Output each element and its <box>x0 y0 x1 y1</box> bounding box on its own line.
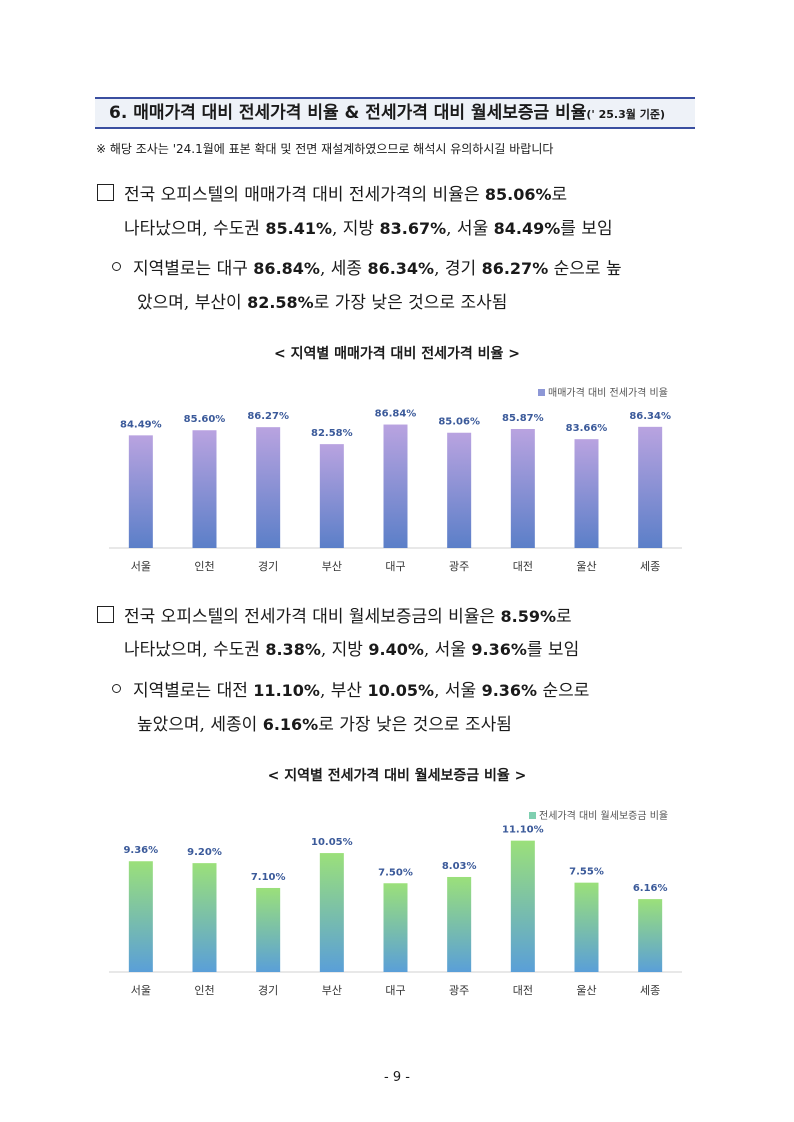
data-label: 83.66% <box>566 423 608 434</box>
bar-부산 <box>319 853 344 972</box>
x-tick-label: 인천 <box>194 559 214 573</box>
chart2-legend-swatch <box>529 812 536 819</box>
chart1-legend: 매매가격 대비 전세가격 비율 <box>538 384 668 399</box>
x-tick-label: 대전 <box>513 984 533 997</box>
chart2: 9.36% 서울 9.20% 인천 7.10% 경기 10.05% 부산 7.50% 대구 8.03… <box>109 825 682 997</box>
chart1-legend-swatch <box>538 389 545 396</box>
x-tick-label: 세종 <box>640 560 660 573</box>
block2-sub-line2: 높았으며, 세종이 6.16%로 가장 낮은 것으로 조사됨 <box>137 715 512 735</box>
chart2-legend-label: 전세가격 대비 월세보증금 비율 <box>539 811 669 822</box>
block2-line1: 전국 오피스텔의 전세가격 대비 월세보증금의 비율은 8.59%로 <box>97 600 572 634</box>
data-label: 9.20% <box>187 847 222 858</box>
bar-부산 <box>319 444 344 548</box>
chart1-caption: < 지역별 매매가격 대비 전세가격 비율 > <box>274 346 520 362</box>
bar-인천 <box>192 430 217 548</box>
page-number: - 9 - <box>384 1070 410 1085</box>
x-tick-label: 인천 <box>194 983 214 997</box>
data-label: 86.27% <box>247 411 289 422</box>
chart1: 84.49% 서울 85.60% 인천 86.27% 경기 82.58% 부산 86.84% 대구… <box>109 409 682 573</box>
bar-서울 <box>128 435 153 548</box>
bar-광주 <box>447 876 472 972</box>
block1-line2: 나타났으며, 수도권 85.41%, 지방 83.67%, 서울 84.49%를… <box>124 219 613 239</box>
x-tick-label: 서울 <box>131 984 151 997</box>
data-label: 84.49% <box>120 419 162 430</box>
block1-line1: 전국 오피스텔의 매매가격 대비 전세가격의 비율은 85.06%로 <box>97 178 567 212</box>
data-label: 85.06% <box>438 417 480 428</box>
x-tick-label: 부산 <box>322 984 342 997</box>
data-label: 6.16% <box>633 883 668 894</box>
circle-bullet <box>112 262 121 271</box>
data-label: 86.84% <box>375 409 417 420</box>
bar-경기 <box>256 427 281 548</box>
x-tick-label: 경기 <box>258 984 278 997</box>
x-tick-label: 대전 <box>513 560 533 573</box>
data-label: 8.03% <box>442 861 477 872</box>
data-label: 86.34% <box>629 411 671 422</box>
bar-대구 <box>383 883 408 972</box>
bar-경기 <box>256 887 281 972</box>
x-tick-label: 세종 <box>640 984 660 997</box>
x-tick-label: 경기 <box>258 560 278 573</box>
section-title: 6. 매매가격 대비 전세가격 비율 & 전세가격 대비 월세보증금 비율(' … <box>95 97 695 129</box>
data-label: 85.87% <box>502 413 544 424</box>
bar-인천 <box>192 863 217 972</box>
section-title-text: 6. 매매가격 대비 전세가격 비율 & 전세가격 대비 월세보증금 비율 <box>109 103 587 123</box>
x-tick-label: 울산 <box>576 560 596 573</box>
data-label: 9.36% <box>123 845 158 856</box>
x-tick-label: 대구 <box>385 560 405 573</box>
section-title-date: (' 25.3월 기준) <box>586 108 665 121</box>
block2-sub-line1: 지역별로는 대전 11.10%, 부산 10.05%, 서울 9.36% 순으로 <box>112 674 589 708</box>
x-tick-label: 대구 <box>385 984 405 997</box>
x-tick-label: 광주 <box>449 984 469 997</box>
bar-대전 <box>510 840 535 972</box>
bar-대구 <box>383 424 408 548</box>
x-tick-label: 부산 <box>322 560 342 573</box>
chart1-legend-label: 매매가격 대비 전세가격 비율 <box>548 388 668 399</box>
block2-line2: 나타났으며, 수도권 8.38%, 지방 9.40%, 서울 9.36%를 보임 <box>124 640 580 660</box>
bar-세종 <box>638 426 663 548</box>
data-label: 82.58% <box>311 428 353 439</box>
bar-대전 <box>510 428 535 548</box>
chart2-caption: < 지역별 전세가격 대비 월세보증금 비율 > <box>267 768 527 784</box>
checkbox-bullet <box>97 184 114 201</box>
data-label: 7.10% <box>251 872 286 883</box>
data-label: 7.50% <box>378 867 413 878</box>
bar-세종 <box>638 899 663 972</box>
survey-note: ※ 해당 조사는 '24.1월에 표본 확대 및 전면 재설계하였으므로 해석시… <box>96 142 554 156</box>
bar-광주 <box>447 432 472 548</box>
circle-bullet <box>112 684 121 693</box>
checkbox-bullet <box>97 606 114 623</box>
data-label: 11.10% <box>502 825 544 836</box>
x-tick-label: 서울 <box>131 560 151 573</box>
x-tick-label: 광주 <box>449 560 469 573</box>
bar-울산 <box>574 439 599 548</box>
data-label: 10.05% <box>311 837 353 848</box>
block1-sub-line2: 았으며, 부산이 82.58%로 가장 낮은 것으로 조사됨 <box>137 293 508 313</box>
bar-울산 <box>574 882 599 972</box>
block1-sub-line1: 지역별로는 대구 86.84%, 세종 86.34%, 경기 86.27% 순으… <box>112 252 622 286</box>
chart2-legend: 전세가격 대비 월세보증금 비율 <box>529 807 668 822</box>
x-tick-label: 울산 <box>576 984 596 997</box>
data-label: 7.55% <box>569 867 604 878</box>
bar-서울 <box>128 861 153 972</box>
data-label: 85.60% <box>184 414 226 425</box>
